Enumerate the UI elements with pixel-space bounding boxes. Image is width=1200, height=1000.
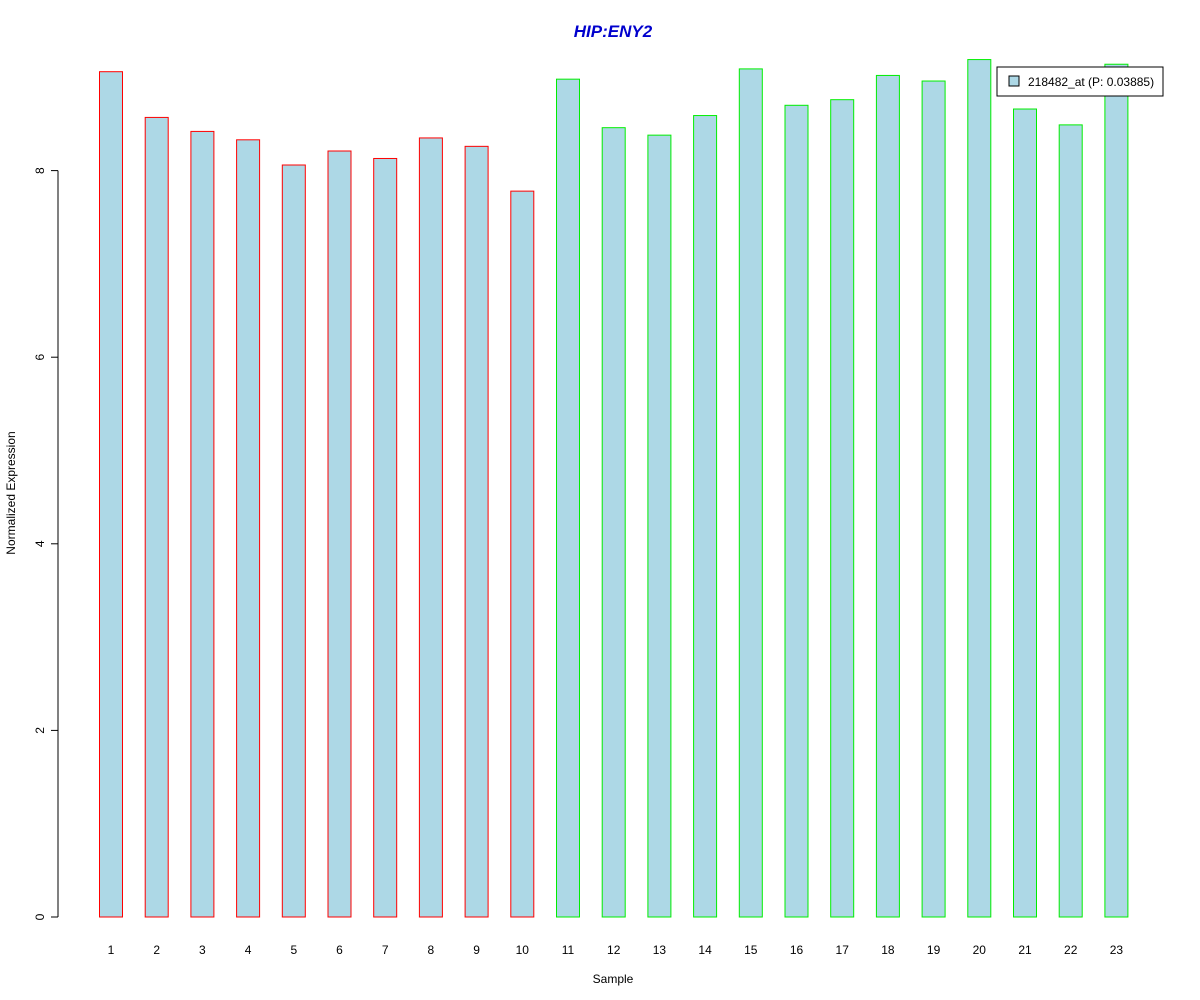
x-tick-label: 8 (428, 943, 435, 957)
legend-swatch (1008, 75, 1020, 87)
bar-sample-22 (1058, 124, 1083, 918)
x-tick-label: 12 (607, 943, 621, 957)
x-tick-label: 21 (1018, 943, 1032, 957)
y-tick-label: 4 (33, 540, 47, 547)
x-tick-label: 2 (153, 943, 160, 957)
bar-sample-11 (556, 78, 580, 918)
bar-sample-5 (281, 164, 306, 918)
y-axis: 0 2 4 6 8 (33, 167, 59, 920)
x-tick-label: 7 (382, 943, 389, 957)
y-tick-label: 8 (33, 167, 47, 174)
x-tick-label: 14 (698, 943, 712, 957)
bar-sample-19 (921, 80, 946, 918)
x-tick-label: 6 (336, 943, 343, 957)
bar-sample-20 (967, 59, 992, 918)
x-tick-label: 11 (562, 943, 575, 957)
x-tick-label: 1 (108, 943, 115, 957)
bar-sample-12 (601, 127, 626, 918)
bar-sample-4 (236, 139, 261, 918)
x-tick-label: 13 (653, 943, 667, 957)
y-tick-label: 0 (33, 913, 47, 920)
bar-sample-16 (784, 104, 809, 918)
bar-sample-1 (99, 71, 123, 918)
x-tick-label: 16 (790, 943, 804, 957)
x-tick-label: 18 (881, 943, 895, 957)
bar-sample-13 (647, 134, 672, 918)
bar-sample-3 (190, 130, 215, 918)
bar-series (99, 59, 1129, 918)
bar-sample-9 (464, 145, 489, 918)
bar-sample-7 (373, 157, 398, 918)
bar-sample-15 (738, 68, 763, 918)
y-axis-label: Normalized Expression (4, 431, 18, 554)
x-tick-label: 3 (199, 943, 206, 957)
bar-sample-14 (693, 115, 718, 918)
legend: 218482_at (P: 0.03885) (996, 66, 1164, 97)
bar-sample-8 (418, 137, 443, 918)
y-tick-label: 2 (33, 727, 47, 734)
x-tick-label: 20 (973, 943, 987, 957)
x-tick-label: 10 (516, 943, 530, 957)
x-tick-label: 17 (836, 943, 850, 957)
x-axis-ticks: 1 2 3 4 5 6 7 8 9 10 11 12 13 14 15 16 17 18 19 20 21 22 23 (108, 943, 1124, 957)
x-tick-label: 5 (290, 943, 297, 957)
x-tick-label: 9 (473, 943, 480, 957)
x-tick-label: 19 (927, 943, 941, 957)
bar-sample-17 (830, 99, 855, 918)
x-axis-label: Sample (593, 972, 634, 986)
x-tick-label: 23 (1110, 943, 1124, 957)
bar-sample-6 (327, 150, 352, 918)
bar-sample-2 (144, 116, 169, 918)
x-tick-label: 22 (1064, 943, 1078, 957)
bar-sample-10 (510, 190, 535, 918)
bar-sample-18 (875, 74, 900, 918)
x-tick-label: 15 (744, 943, 758, 957)
bar-sample-21 (1013, 108, 1037, 918)
x-tick-label: 4 (245, 943, 252, 957)
legend-label: 218482_at (P: 0.03885) (1028, 75, 1154, 89)
y-tick-label: 6 (33, 354, 47, 361)
legend-box (996, 66, 1164, 97)
bar-sample-23 (1104, 63, 1129, 918)
chart-title: HIP:ENY2 (574, 22, 653, 41)
